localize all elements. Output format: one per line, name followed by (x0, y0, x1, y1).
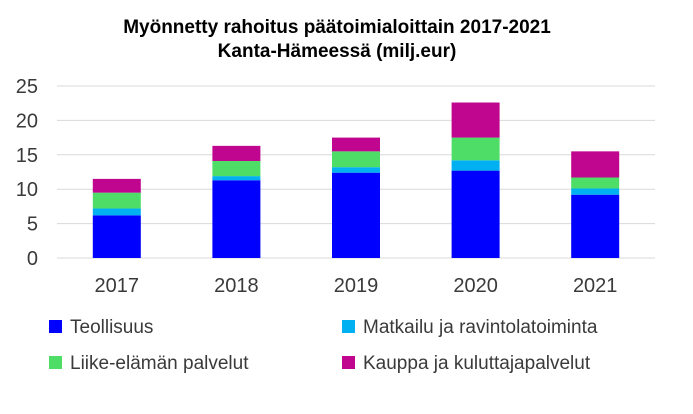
bar-segment-2-2017 (92, 192, 141, 209)
bar-segment-1-2019 (332, 167, 380, 173)
bar-segment-1-2017 (92, 208, 141, 216)
bar-segment-0-2019 (332, 172, 380, 258)
bar-segment-0-2021 (571, 194, 620, 258)
bar-segment-0-2018 (212, 180, 261, 258)
bar-segment-3-2021 (571, 151, 620, 178)
legend-swatch (342, 320, 355, 333)
x-tick-label: 2021 (573, 275, 618, 297)
chart-subtitle: Kanta-Hämeessä (milj.eur) (218, 41, 457, 62)
bar-segment-0-2020 (451, 170, 500, 258)
y-tick-label: 15 (16, 145, 38, 167)
y-tick-label: 20 (16, 110, 38, 132)
y-tick-label: 25 (16, 76, 38, 98)
x-tick-label: 2017 (95, 275, 140, 297)
legend-label: Kauppa ja kuluttajapalvelut (363, 353, 591, 374)
bar-segment-2-2018 (212, 160, 261, 177)
bar-segment-1-2018 (212, 176, 261, 181)
bar-segment-3-2017 (92, 178, 141, 193)
legend-label: Teollisuus (70, 317, 153, 338)
bar-segment-0-2017 (92, 215, 141, 258)
legend-swatch (49, 320, 62, 333)
y-tick-label: 10 (16, 179, 38, 201)
bars (92, 102, 620, 258)
legend-label: Liike-elämän palvelut (70, 353, 249, 374)
legend-swatch (342, 356, 355, 369)
bar-segment-3-2018 (212, 145, 261, 161)
legend-label: Matkailu ja ravintolatoiminta (363, 317, 598, 338)
x-tick-label: 2019 (334, 275, 379, 297)
bar-segment-3-2020 (451, 102, 500, 138)
legend-swatch (49, 356, 62, 369)
x-axis-ticks: 2017 2018 2019 2020 2021 (95, 275, 618, 297)
bar-segment-2-2020 (451, 137, 500, 161)
y-axis-ticks: 0 5 10 15 20 25 (16, 76, 38, 270)
bar-segment-3-2019 (332, 137, 380, 152)
bar-segment-2-2021 (571, 177, 620, 189)
x-tick-label: 2020 (453, 275, 498, 297)
bar-segment-2-2019 (332, 151, 380, 168)
bar-segment-1-2021 (571, 188, 620, 195)
bar-segment-1-2020 (451, 160, 500, 171)
chart-title: Myönnetty rahoitus päätoimialoittain 201… (123, 17, 551, 38)
legend: Teollisuus Matkailu ja ravintolatoiminta L… (49, 317, 598, 374)
y-tick-label: 0 (27, 248, 38, 270)
x-tick-label: 2018 (214, 275, 259, 297)
y-tick-label: 5 (27, 214, 38, 236)
